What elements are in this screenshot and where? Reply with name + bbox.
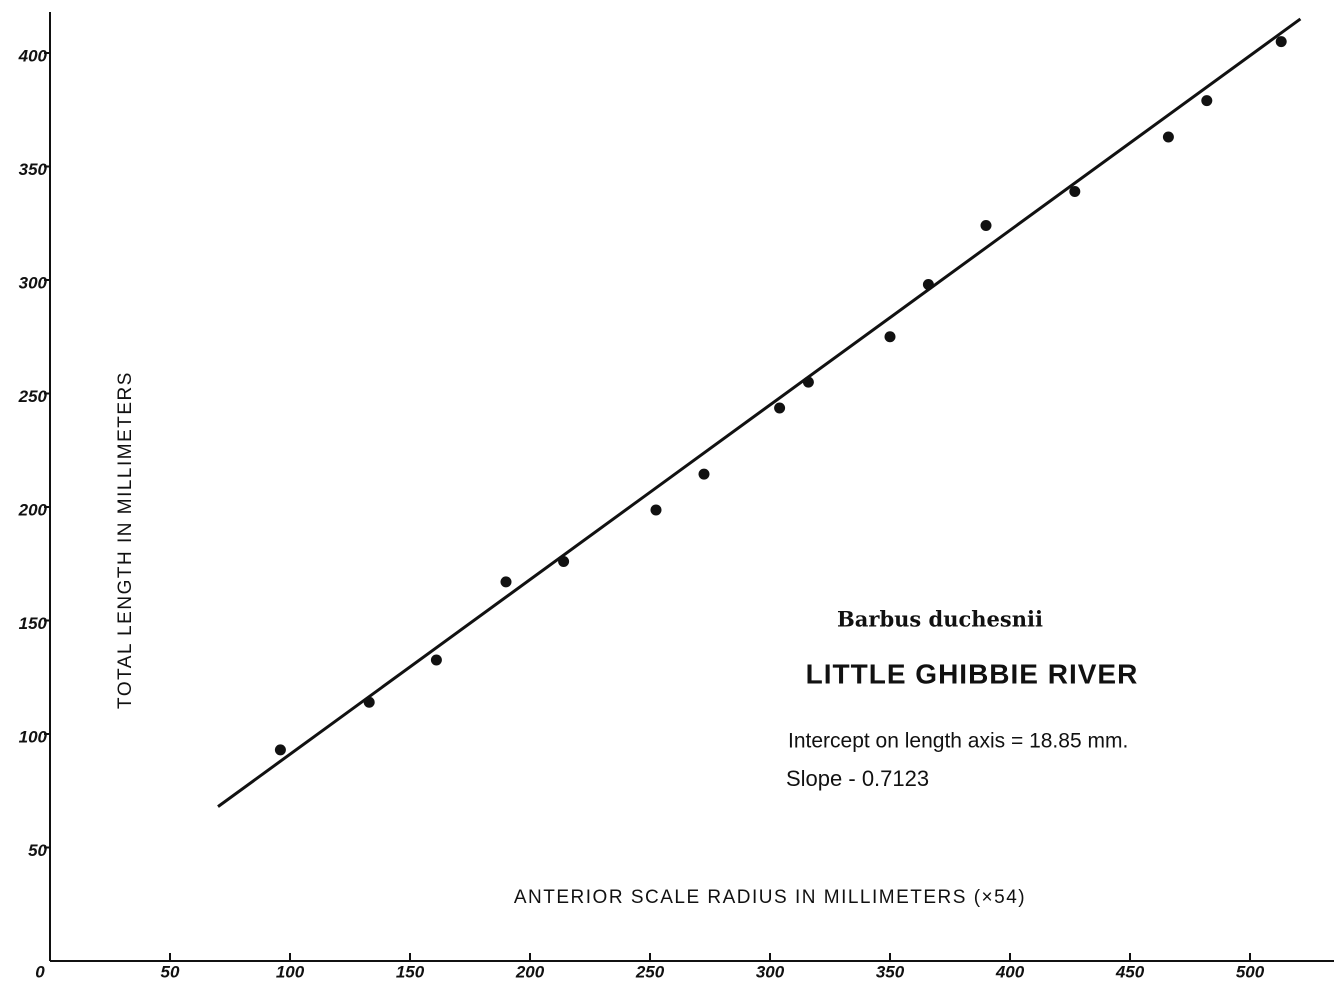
point [802, 376, 814, 388]
x-tick-label: 450 [1115, 962, 1145, 981]
y-tick-label: 350 [19, 160, 48, 179]
intercept: Intercept on length axis = 18.85 mm. [788, 730, 1128, 753]
point [650, 504, 662, 516]
species: Barbus duchesnii [837, 607, 1043, 632]
x-tick-label: 0 [35, 962, 45, 981]
fit-line [217, 17, 1302, 808]
river: LITTLE GHIBBIE RIVER [806, 658, 1139, 689]
y-tick-label: 150 [19, 614, 48, 633]
point [774, 402, 786, 414]
x-tick-label: 300 [756, 962, 785, 981]
point [363, 696, 375, 708]
point [1162, 131, 1174, 143]
y-tick-label: 250 [18, 387, 48, 406]
point [274, 744, 286, 756]
point [698, 468, 710, 480]
y-tick-label: 300 [19, 273, 48, 292]
point [980, 220, 992, 232]
x-tick-label: 150 [396, 962, 425, 981]
x-tick-label: 100 [276, 962, 305, 981]
y-tick-label: 400 [18, 46, 48, 65]
x-axis-label: ANTERIOR SCALE RADIUS IN MILLIMETERS (×5… [514, 887, 1026, 908]
slope: Slope - 0.7123 [786, 766, 929, 791]
point [884, 331, 896, 343]
point [500, 576, 512, 588]
x-tick-label: 50 [161, 962, 180, 981]
x-tick-label: 500 [1236, 962, 1265, 981]
point [1069, 185, 1081, 197]
point [558, 555, 570, 567]
point [430, 654, 442, 666]
x-tick-label: 250 [635, 962, 665, 981]
y-tick-label: 50 [28, 841, 47, 860]
y-tick-label: 100 [19, 727, 48, 746]
x-tick-label: 200 [515, 962, 545, 981]
x-tick-label: 350 [876, 962, 905, 981]
point [1275, 36, 1287, 48]
y-axis-label: TOTAL LENGTH IN MILLIMETERS [115, 371, 136, 709]
point [922, 279, 934, 291]
point [1201, 95, 1213, 107]
x-tick-label: 400 [995, 962, 1025, 981]
y-tick-label: 200 [18, 500, 48, 519]
